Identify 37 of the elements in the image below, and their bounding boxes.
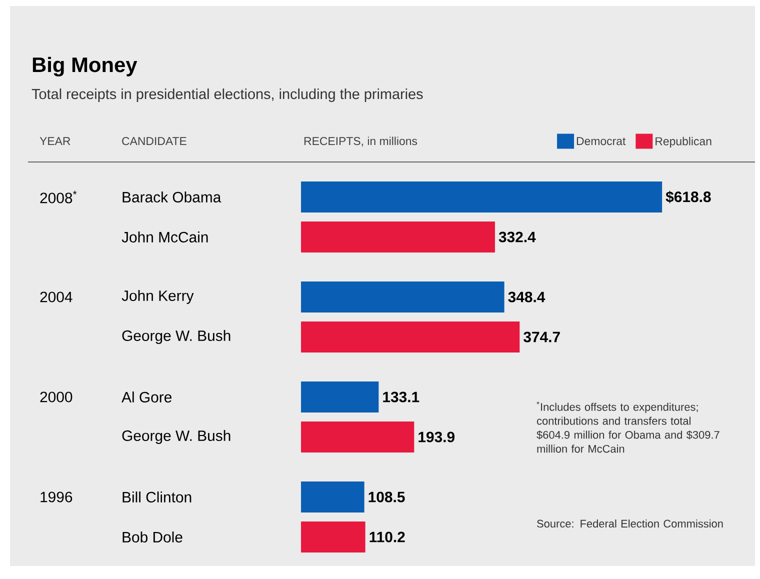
legend-label: Democrat (576, 137, 626, 146)
text: 2004 (40, 292, 72, 302)
data-label: 348.4 (508, 292, 546, 302)
bar (301, 481, 364, 512)
data-label: 193.9 (418, 432, 454, 442)
bar (301, 521, 366, 552)
bar (301, 381, 379, 412)
bar (301, 182, 662, 212)
x-axis-title: RECEIPTS, in millions (304, 136, 418, 146)
y-tick-label: Bill Clinton (122, 492, 192, 502)
chart-subtitle: Total receipts in presidential elections, including the primaries (32, 88, 423, 102)
data-label: 110.2 (370, 532, 405, 542)
y-tick-label: George W. Bush (122, 330, 230, 344)
y-tick-label: Al Gore (122, 392, 172, 402)
data-label: 332.4 (498, 232, 536, 242)
y-tick-label: George W. Bush (122, 430, 230, 444)
bar (301, 222, 495, 252)
text: 1996 (40, 492, 72, 502)
annotation: Source: Federal Election Commission (537, 520, 723, 528)
data-label: $618.8 (666, 190, 711, 204)
annotation: $^{*}$Includes offsets to expenditures; contributions and transfers total $604.9 million for Obama and $309.7 million for McCain (536, 402, 720, 453)
text: 2000 (40, 392, 72, 402)
y-tick-label: John Kerry (122, 290, 194, 304)
text: YEAR (40, 137, 70, 145)
data-label: 374.7 (524, 332, 560, 342)
bar (301, 321, 520, 352)
y-axis-title: CANDIDATE (122, 136, 186, 146)
y-tick-label: Barack Obama (122, 192, 222, 202)
text: 2008$^{*}$ (40, 190, 77, 204)
y-tick-label: John McCain (122, 232, 208, 242)
y-tick-label: Bob Dole (122, 532, 182, 542)
data-label: 133.1 (383, 392, 420, 402)
bar (301, 421, 414, 452)
text: Big Money (32, 56, 138, 76)
bar (301, 281, 504, 312)
data-label: 108.5 (368, 492, 405, 502)
legend-label: Republican (656, 136, 712, 148)
